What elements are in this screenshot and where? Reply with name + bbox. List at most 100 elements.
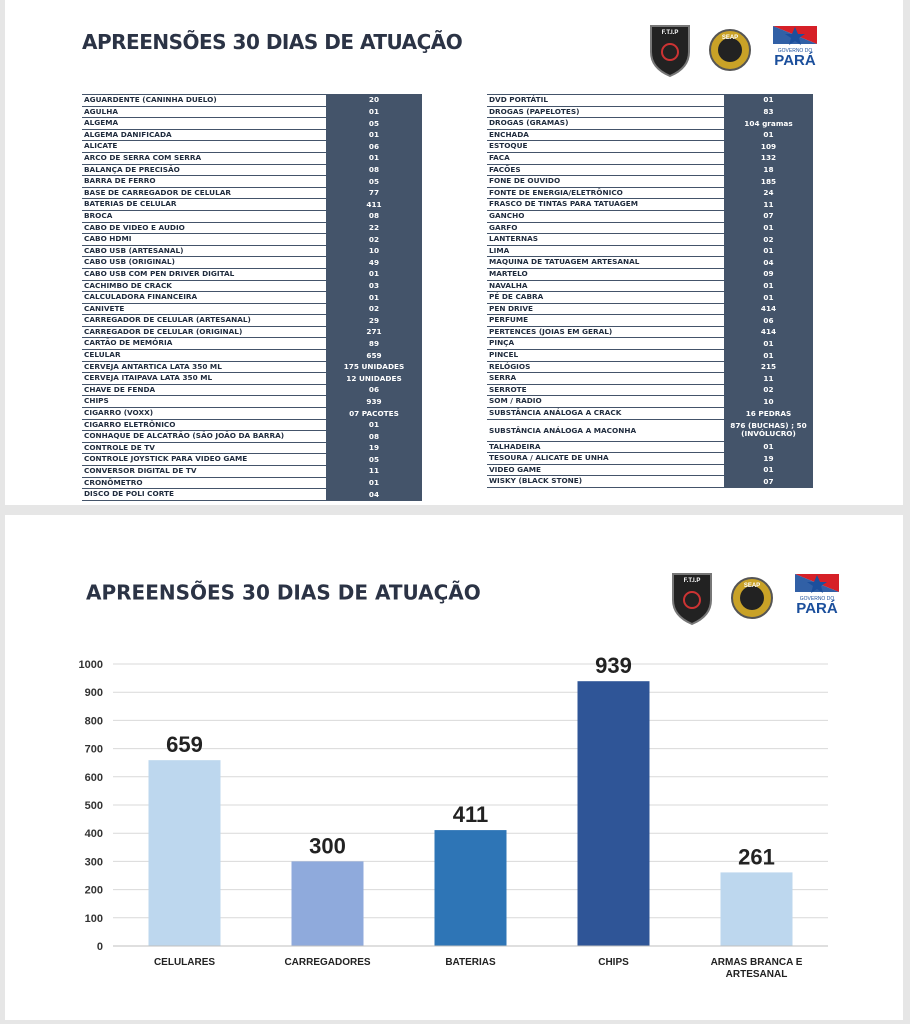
- item-name: CIGARRO (VOXX): [84, 408, 154, 418]
- item-name: PEN DRIVE: [489, 303, 534, 313]
- item-quantity: 11: [724, 373, 813, 384]
- table-row: DROGAS (GRAMAS) 104 gramas: [487, 118, 813, 130]
- table-row: FACA 132: [487, 152, 813, 165]
- table-row: PINCEL 01: [487, 350, 813, 362]
- item-quantity: 01: [724, 292, 813, 303]
- item-name: TESOURA / ALICATE DE UNHA: [489, 453, 609, 463]
- table-row: GANCHO 07: [487, 210, 813, 223]
- logos: F.T.I.P SEAP GOVERNO DO PARÁ: [667, 570, 847, 630]
- item-name: VIDEO GAME: [489, 464, 542, 474]
- item-name: FONTE DE ENERGIA/ELETRÔNICO: [489, 187, 623, 197]
- table-row: CACHIMBO DE CRACK 03: [82, 280, 422, 293]
- item-quantity: 01: [326, 292, 422, 303]
- item-name: ARCO DE SERRA COM SERRA: [84, 152, 202, 162]
- item-quantity: 24: [724, 187, 813, 199]
- table-row: PÉ DE CABRA 01: [487, 292, 813, 304]
- logo-text: PARÁ: [796, 600, 838, 617]
- table-row: CABO USB (ORIGINAL) 49: [82, 257, 422, 269]
- item-name: CONTROLE JOYSTICK PARA VIDEO GAME: [84, 454, 248, 464]
- table-row: CONTROLE JOYSTICK PARA VIDEO GAME 05: [82, 454, 422, 466]
- item-name: CIGARRO ELETRÔNICO: [84, 419, 176, 429]
- table-row: CRONÔMETRO 01: [82, 477, 422, 490]
- table-row: SERRA 11: [487, 373, 813, 385]
- table-row: CARREGADOR DE CELULAR (ARTESANAL) 29: [82, 315, 422, 327]
- value-label: 939: [595, 653, 632, 678]
- item-name: CERVEJA ANTARTICA LATA 350 ML: [84, 361, 222, 371]
- item-name: CRONÔMETRO: [84, 477, 143, 487]
- item-name: PERTENCES (JOIAS EM GERAL): [489, 326, 613, 336]
- table-row: LANTERNAS 02: [487, 234, 813, 246]
- table-row: VIDEO GAME 01: [487, 464, 813, 477]
- item-quantity: 22: [326, 222, 422, 234]
- table-row: CANIVETE 02: [82, 303, 422, 316]
- item-name: LANTERNAS: [489, 234, 538, 244]
- y-tick-label: 500: [85, 800, 103, 812]
- item-quantity: 19: [326, 442, 422, 454]
- table-row: CERVEJA ITAIPAVA LATA 350 ML 12 UNIDADES: [82, 373, 422, 385]
- table-row: CERVEJA ANTARTICA LATA 350 ML 175 UNIDADE…: [82, 361, 422, 374]
- table-row: RELÓGIOS 215: [487, 361, 813, 374]
- value-label: 411: [453, 802, 489, 827]
- item-name: FACÕES: [489, 164, 521, 174]
- table-row: CONTROLE DE TV 19: [82, 442, 422, 455]
- item-quantity: 09: [724, 268, 813, 280]
- y-tick-label: 700: [85, 744, 103, 756]
- item-quantity: 16 PEDRAS: [724, 408, 813, 419]
- item-quantity: 01: [326, 268, 422, 280]
- item-quantity: 01: [326, 419, 422, 431]
- item-quantity: 939: [326, 396, 422, 408]
- slide-title: APREENSÕES 30 DIAS DE ATUAÇÃO: [82, 30, 463, 54]
- value-label: 659: [166, 732, 203, 757]
- item-quantity: 18: [724, 164, 813, 176]
- item-name: AGULHA: [84, 106, 118, 116]
- logo-text: GOVERNO DO: [800, 596, 835, 602]
- item-name: CACHIMBO DE CRACK: [84, 280, 172, 290]
- item-quantity: 02: [724, 384, 813, 396]
- table-row: BASE DE CARREGADOR DE CELULAR 77: [82, 187, 422, 200]
- item-name: CONHAQUE DE ALCATRÃO (SÃO JOÃO DA BARRA): [84, 431, 285, 441]
- x-tick-label: CHIPS: [598, 957, 629, 968]
- item-quantity: 271: [326, 326, 422, 338]
- item-name: CHIPS: [84, 396, 109, 406]
- item-name: BALANÇA DE PRECISÃO: [84, 164, 180, 174]
- table-row: BALANÇA DE PRECISÃO 08: [82, 164, 422, 177]
- item-quantity: 01: [724, 95, 813, 106]
- item-quantity: 07: [724, 210, 813, 222]
- table-row: FONE DE OUVIDO 185: [487, 176, 813, 188]
- table-row: CARREGADOR DE CELULAR (ORIGINAL) 271: [82, 326, 422, 339]
- table-left: AGUARDENTE (CANINHA DUELO) 20 AGULHA 01 ALGE…: [82, 94, 422, 501]
- table-row: DVD PORTÁTIL 01: [487, 95, 813, 107]
- item-name: CALCULADORA FINANCEIRA: [84, 292, 198, 302]
- item-quantity: 05: [326, 454, 422, 465]
- table-row: PERTENCES (JOIAS EM GERAL) 414: [487, 326, 813, 339]
- item-quantity: 01: [724, 441, 813, 453]
- table-row: PINÇA 01: [487, 338, 813, 351]
- item-name: ESTOQUE: [489, 141, 528, 151]
- table-row: CARTÃO DE MEMÓRIA 89: [82, 338, 422, 351]
- table-row: ALICATE 06: [82, 141, 422, 153]
- item-quantity: 02: [724, 234, 813, 245]
- bar: [148, 760, 221, 946]
- table-row: BARRA DE FERRO 05: [82, 176, 422, 188]
- table-row: WISKY (BLACK STONE) 07: [487, 476, 813, 488]
- table-row: MAQUINA DE TATUAGEM ARTESANAL 04: [487, 257, 813, 269]
- item-name: CABO USB (ORIGINAL): [84, 257, 175, 267]
- item-name: ALGEMA: [84, 118, 119, 128]
- item-quantity: 01: [326, 152, 422, 164]
- logo-text: PARÁ: [774, 52, 816, 69]
- item-quantity: 11: [326, 466, 422, 477]
- ftip-emblem: [661, 43, 679, 61]
- item-quantity: 01: [724, 245, 813, 257]
- item-quantity: 01: [326, 129, 422, 141]
- item-quantity: 11: [724, 199, 813, 210]
- item-name: DVD PORTÁTIL: [489, 95, 548, 104]
- item-quantity: 01: [724, 338, 813, 350]
- item-quantity: 414: [724, 303, 813, 315]
- y-tick-label: 800: [85, 715, 103, 727]
- bar: [291, 861, 364, 946]
- table-row: ARCO DE SERRA COM SERRA 01: [82, 152, 422, 165]
- table-row: CELULAR 659: [82, 350, 422, 362]
- item-name: CABO USB (ARTESANAL): [84, 245, 184, 255]
